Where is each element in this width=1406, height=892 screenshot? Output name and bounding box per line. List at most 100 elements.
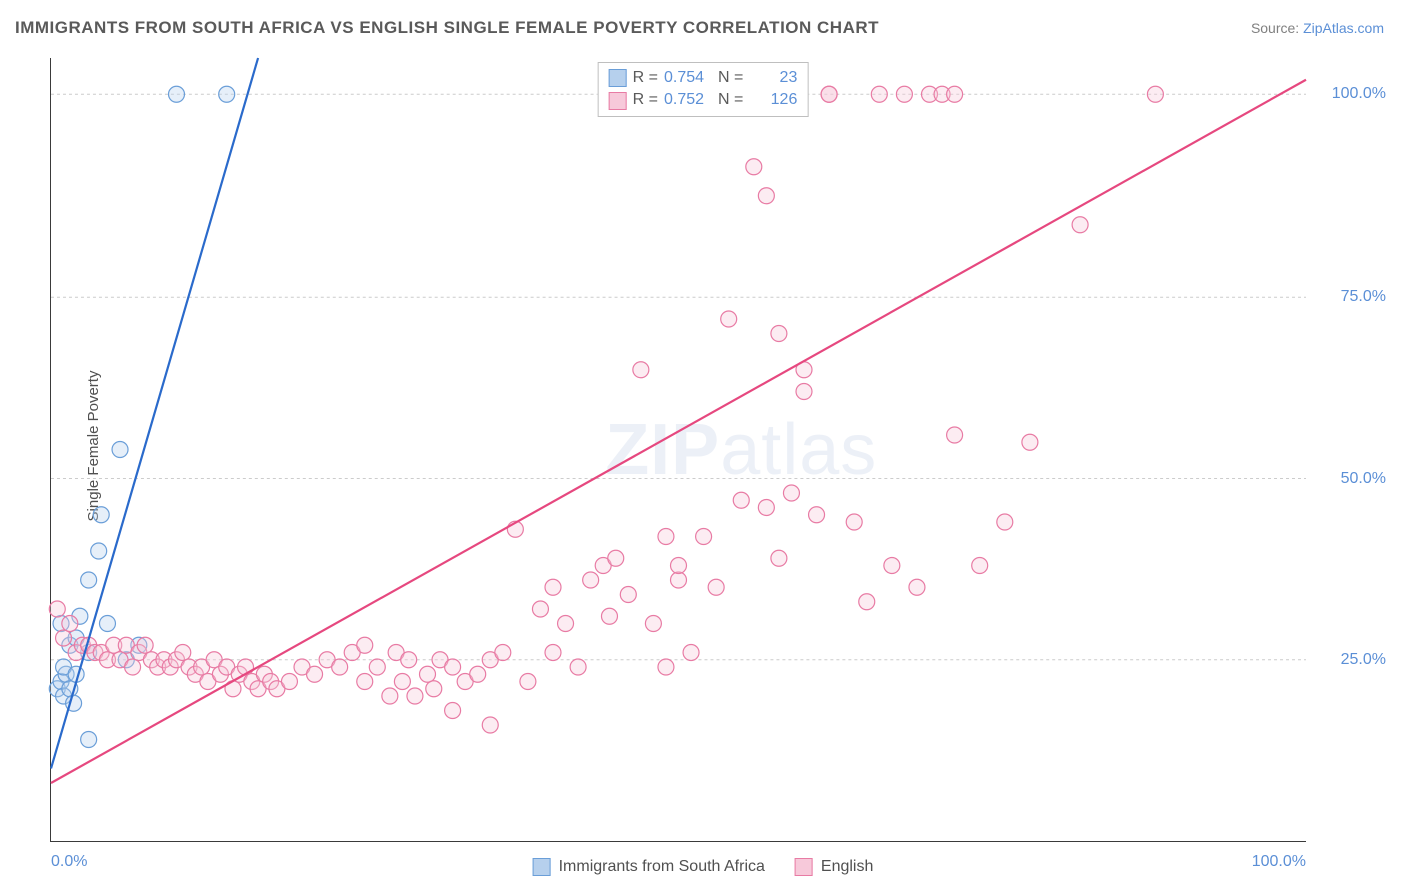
scatter-plot-svg	[51, 58, 1306, 841]
data-point	[947, 86, 963, 102]
y-tick-label: 75.0%	[1316, 288, 1386, 306]
data-point	[62, 616, 78, 632]
legend-swatch	[609, 92, 627, 110]
legend-r-value: 0.752	[664, 89, 712, 111]
data-point	[809, 507, 825, 523]
data-point	[81, 572, 97, 588]
data-point	[175, 645, 191, 661]
data-point	[1072, 217, 1088, 233]
data-point	[1147, 86, 1163, 102]
chart-plot-area: ZIPatlas 25.0%50.0%75.0%100.0% 0.0% 100.…	[50, 58, 1306, 842]
chart-title: IMMIGRANTS FROM SOUTH AFRICA VS ENGLISH …	[15, 18, 879, 38]
legend-row: R = 0.754 N = 23	[609, 67, 798, 89]
data-point	[125, 659, 141, 675]
legend-r-label: R =	[633, 89, 658, 111]
x-tick-min: 0.0%	[51, 853, 87, 871]
data-point	[608, 550, 624, 566]
x-tick-max: 100.0%	[1252, 853, 1306, 871]
data-point	[470, 666, 486, 682]
data-point	[49, 601, 65, 617]
legend-row: R = 0.752 N = 126	[609, 89, 798, 111]
data-point	[758, 188, 774, 204]
data-point	[520, 674, 536, 690]
legend-swatch	[795, 858, 813, 876]
data-point	[758, 500, 774, 516]
data-point	[884, 558, 900, 574]
data-point	[601, 608, 617, 624]
data-point	[583, 572, 599, 588]
data-point	[332, 659, 348, 675]
correlation-legend: R = 0.754 N = 23 R = 0.752 N = 126	[598, 62, 809, 117]
data-point	[909, 579, 925, 595]
legend-n-label: N =	[718, 89, 743, 111]
data-point	[426, 681, 442, 697]
data-point	[99, 616, 115, 632]
data-point	[137, 637, 153, 653]
legend-n-value: 126	[749, 89, 797, 111]
data-point	[112, 442, 128, 458]
data-point	[821, 86, 837, 102]
legend-r-value: 0.754	[664, 67, 712, 89]
data-point	[896, 86, 912, 102]
data-point	[871, 86, 887, 102]
legend-item: Immigrants from South Africa	[533, 858, 765, 876]
data-point	[420, 666, 436, 682]
data-point	[783, 485, 799, 501]
data-point	[219, 86, 235, 102]
trend-line	[51, 80, 1306, 783]
data-point	[671, 558, 687, 574]
source-attribution: Source: ZipAtlas.com	[1251, 20, 1384, 36]
data-point	[532, 601, 548, 617]
y-tick-label: 50.0%	[1316, 470, 1386, 488]
y-tick-label: 25.0%	[1316, 651, 1386, 669]
legend-swatch	[609, 69, 627, 87]
data-point	[91, 543, 107, 559]
data-point	[394, 674, 410, 690]
data-point	[846, 514, 862, 530]
legend-item: English	[795, 858, 873, 876]
data-point	[238, 659, 254, 675]
data-point	[633, 362, 649, 378]
data-point	[445, 703, 461, 719]
legend-n-value: 23	[749, 67, 797, 89]
data-point	[407, 688, 423, 704]
data-point	[281, 674, 297, 690]
data-point	[645, 616, 661, 632]
data-point	[658, 529, 674, 545]
data-point	[570, 659, 586, 675]
data-point	[708, 579, 724, 595]
data-point	[620, 587, 636, 603]
data-point	[796, 384, 812, 400]
data-point	[972, 558, 988, 574]
data-point	[495, 645, 511, 661]
data-point	[445, 659, 461, 675]
data-point	[771, 550, 787, 566]
legend-r-label: R =	[633, 67, 658, 89]
legend-n-label: N =	[718, 67, 743, 89]
data-point	[683, 645, 699, 661]
data-point	[357, 637, 373, 653]
source-prefix: Source:	[1251, 20, 1303, 36]
legend-item-label: Immigrants from South Africa	[559, 858, 765, 876]
data-point	[545, 645, 561, 661]
source-link[interactable]: ZipAtlas.com	[1303, 20, 1384, 36]
data-point	[658, 659, 674, 675]
data-point	[746, 159, 762, 175]
data-point	[307, 666, 323, 682]
data-point	[558, 616, 574, 632]
data-point	[401, 652, 417, 668]
data-point	[56, 630, 72, 646]
data-point	[357, 674, 373, 690]
data-point	[721, 311, 737, 327]
y-tick-label: 100.0%	[1316, 85, 1386, 103]
legend-swatch	[533, 858, 551, 876]
data-point	[93, 507, 109, 523]
data-point	[696, 529, 712, 545]
data-point	[859, 594, 875, 610]
data-point	[671, 572, 687, 588]
data-point	[1022, 434, 1038, 450]
data-point	[169, 86, 185, 102]
data-point	[81, 732, 97, 748]
data-point	[733, 492, 749, 508]
data-point	[482, 717, 498, 733]
